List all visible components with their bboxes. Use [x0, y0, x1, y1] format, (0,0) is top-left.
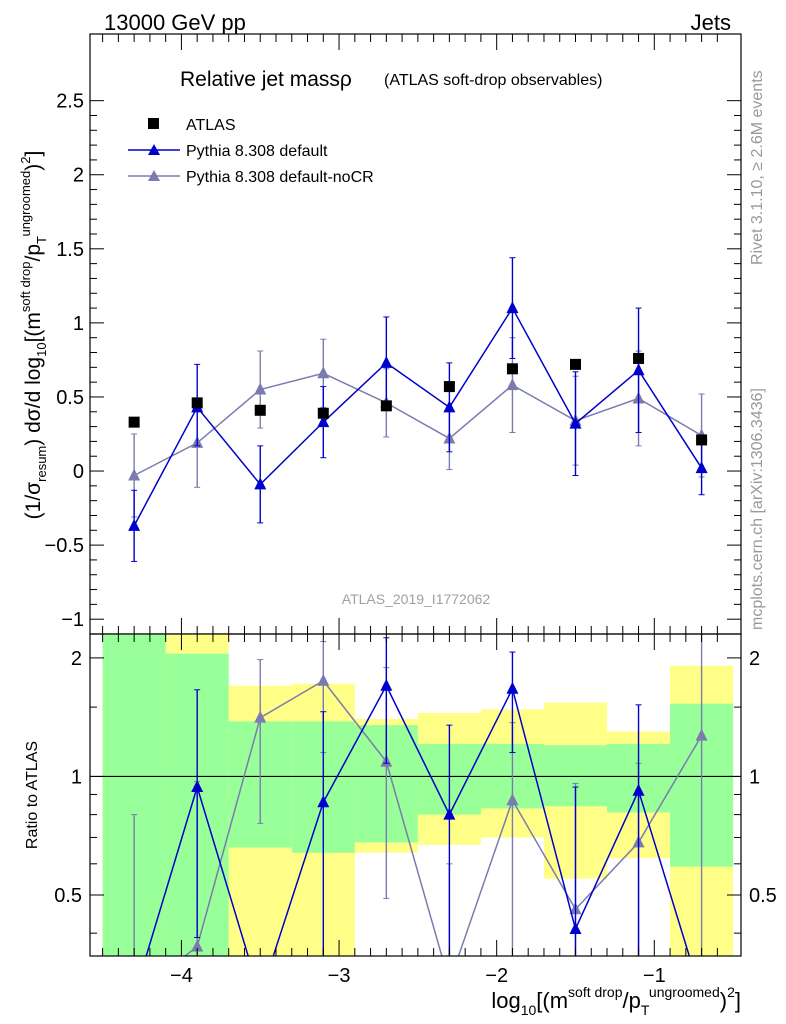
main-point-default [254, 477, 267, 490]
legend-label-atlas: ATLAS [186, 117, 236, 134]
ratio-ytick-label: 1 [71, 766, 82, 788]
main-ytick-label: 2 [73, 165, 84, 187]
main-point-default [317, 415, 330, 428]
main-line-default [133, 306, 703, 527]
main-point-atlas [569, 358, 581, 370]
main-point-atlas [633, 352, 645, 364]
ratio-series-group [131, 634, 708, 956]
main-point-default [569, 416, 582, 429]
main-subtitle: (ATLAS soft-drop observables) [384, 72, 602, 89]
source-label: mcplots.cern.ch [arXiv:1306.3436] [749, 388, 766, 630]
main-line-nocr [133, 372, 702, 477]
main-point-atlas [443, 381, 455, 393]
main-point-nocr [506, 378, 519, 391]
ratio-point-default [632, 783, 645, 796]
legend-label-nocr: Pythia 8.308 default-noCR [186, 169, 374, 186]
main-point-default [695, 461, 708, 474]
ratio-ytick-label-right: 2 [749, 648, 760, 670]
ratio-xtick-label: −2 [485, 965, 508, 987]
main-point-nocr [254, 382, 267, 395]
main-panel: −1 −0.5 0 0.5 1 1.5 2 2.5 Relative jet massρ (A… [18, 33, 742, 635]
ratio-ytick-label: 0.5 [54, 885, 82, 907]
ratio-ytick-label: 2 [71, 648, 82, 670]
ratio-xtick-label: −3 [328, 965, 351, 987]
main-point-default [632, 363, 645, 376]
main-ytick-label: 2.5 [56, 91, 84, 113]
watermark-analysis: ATLAS_2019_I1772062 [342, 591, 491, 607]
ratio-xlabel: log10[(msoft drop/pTungroomed)2] [491, 984, 741, 1018]
main-point-atlas [317, 407, 329, 419]
ratio-point-default [506, 681, 519, 694]
main-axis-ticks: −1 −0.5 0 0.5 1 1.5 2 2.5 [45, 34, 741, 634]
ratio-line-default [145, 684, 691, 956]
main-point-atlas [128, 416, 140, 428]
ratio-point-default [443, 807, 456, 820]
main-point-atlas [696, 434, 708, 446]
main-point-default [380, 355, 393, 368]
main-ytick-label: 0 [73, 461, 84, 483]
main-data-layer [128, 257, 708, 562]
ratio-ytick-label-right: 1 [749, 766, 760, 788]
ratio-ylabel: Ratio to ATLAS [24, 741, 41, 849]
main-ytick-label: 1.5 [56, 239, 84, 261]
main-point-atlas [380, 400, 392, 412]
main-ylabel: (1/σresum) dσ/d log10[(msoft drop/pTungr… [18, 151, 49, 520]
main-point-atlas [506, 363, 518, 375]
main-ytick-label: 0.5 [56, 387, 84, 409]
ratio-point-default [191, 780, 204, 793]
legend: ATLAS Pythia 8.308 default Pythia 8.308 … [128, 117, 374, 186]
main-point-atlas [254, 404, 266, 416]
legend-label-default: Pythia 8.308 default [186, 143, 328, 160]
legend-marker-default [148, 144, 160, 155]
main-point-default [506, 301, 519, 314]
header-process: Jets [691, 10, 731, 35]
header-energy: 13000 GeV pp [104, 10, 246, 35]
ratio-point-default [569, 921, 582, 934]
main-point-default [128, 518, 141, 531]
main-ytick-label: −0.5 [45, 535, 84, 557]
main-point-nocr [128, 468, 141, 481]
ratio-point-default [380, 678, 393, 691]
ratio-ytick-label-right: 0.5 [749, 885, 777, 907]
rivet-version-label: Rivet 3.1.10, ≥ 2.6M events [749, 70, 766, 265]
ratio-point-nocr [254, 710, 267, 723]
main-title: Relative jet massρ [180, 68, 352, 91]
ratio-xtick-label: −4 [170, 965, 193, 987]
main-ytick-label: 1 [73, 313, 84, 335]
ratio-line-nocr [183, 679, 703, 956]
main-point-atlas [191, 397, 203, 409]
ratio-axis-ticks: 0.5 0.5 1 1 2 2 −4 −3 −2 −1 [54, 634, 777, 987]
ratio-panel: 0.5 0.5 1 1 2 2 −4 −3 −2 −1 Ratio to ATLAS log10[… [24, 633, 777, 1018]
ratio-point-nocr [191, 939, 204, 952]
main-ytick-label: −1 [61, 609, 84, 631]
ratio-point-nocr [506, 793, 519, 806]
ratio-point-nocr [317, 673, 330, 686]
main-point-default [443, 400, 456, 413]
main-point-nocr [317, 366, 330, 379]
legend-marker-atlas [148, 118, 159, 129]
ratio-frame [89, 633, 742, 957]
ratio-point-default [317, 795, 330, 808]
ratio-point-nocr [695, 728, 708, 741]
ratio-data-layer [90, 634, 741, 956]
ratio-xtick-label: −1 [643, 965, 666, 987]
legend-marker-nocr [148, 170, 160, 181]
